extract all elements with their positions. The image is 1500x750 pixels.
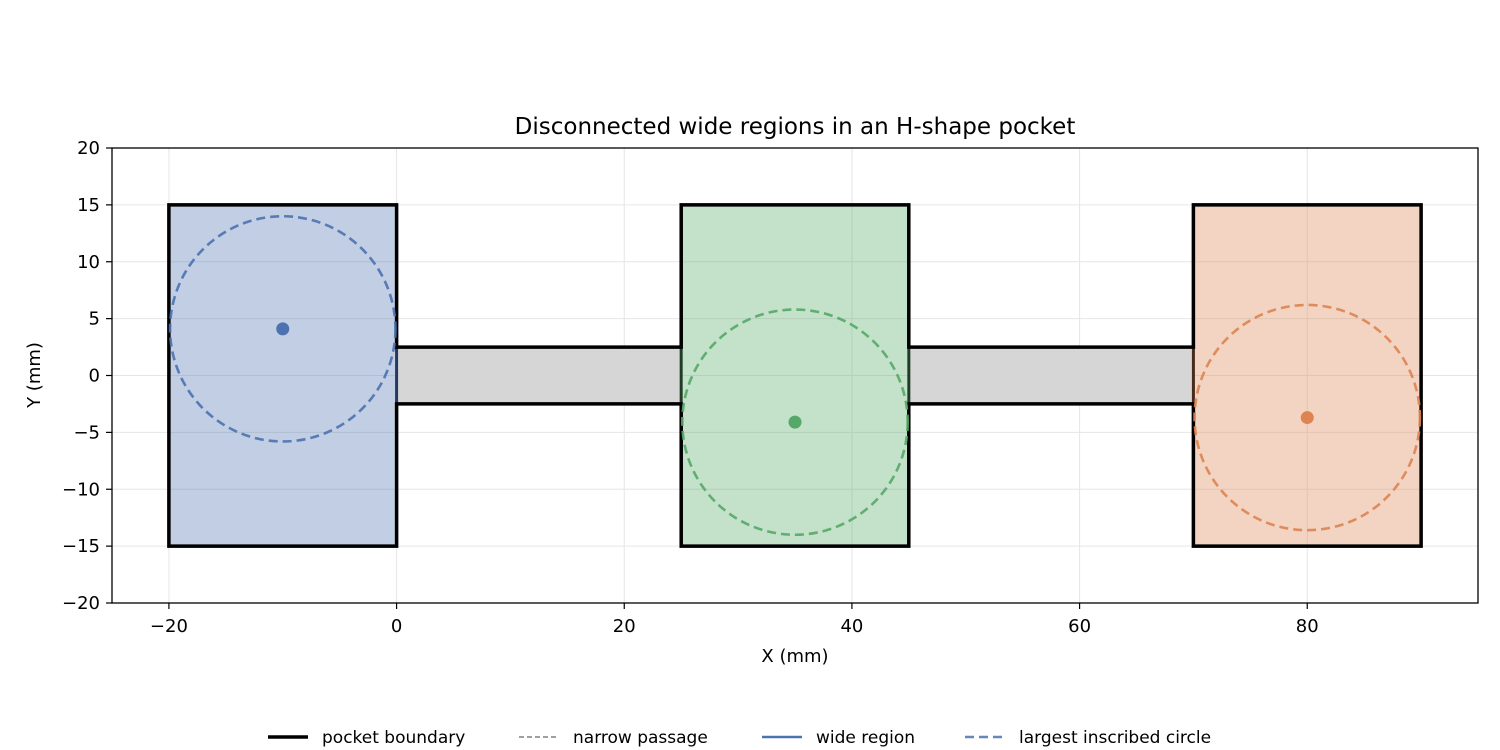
plot-area [111,147,1479,604]
legend-label: narrow passage [573,728,708,748]
wide-regions [167,203,1423,548]
y-tick-label: −20 [62,593,100,614]
x-tick-label: 0 [391,616,402,637]
wide-region [1191,203,1423,548]
x-axis-label: X (mm) [761,646,828,667]
x-tick-label: −20 [150,616,188,637]
legend-label: largest inscribed circle [1019,728,1211,748]
y-tick-label: 5 [89,309,100,330]
chart-title: Disconnected wide regions in an H-shape … [515,114,1076,140]
wide-region [167,203,399,548]
x-tick-label: 20 [613,616,636,637]
y-tick-label: −15 [62,536,100,557]
y-axis-label: Y (mm) [24,342,45,409]
pocket-boundary [167,203,1423,548]
legend-item: wide region [762,728,915,748]
inscribed-circle [681,308,909,537]
inscribed-circle [168,214,397,443]
y-tick-label: 0 [89,366,100,387]
legend-item: pocket boundary [268,728,465,748]
x-ticks: −20 0 20 40 60 80 [150,603,1319,637]
circle-center-point [1300,411,1314,425]
legend-item: narrow passage [519,728,708,748]
legend: pocket boundary narrow passage wide region… [268,728,1211,748]
circle-center-point [788,415,802,429]
y-tick-label: 10 [77,252,100,273]
y-tick-label: 20 [77,138,100,159]
legend-label: pocket boundary [322,728,465,748]
y-ticks: −20 −15 −10 −5 0 5 10 15 20 [62,138,112,614]
narrow-passage [396,347,682,404]
y-tick-label: −10 [62,479,100,500]
inscribed-circle [1193,303,1422,532]
legend-item: largest inscribed circle [965,728,1211,748]
y-tick-label: 15 [77,195,100,216]
circle-center-point [276,322,290,336]
x-tick-label: 60 [1068,616,1091,637]
wide-region [679,203,911,548]
legend-label: wide region [816,728,915,748]
narrow-passage [908,347,1194,404]
inscribed-circles [168,214,1422,537]
y-tick-label: −5 [73,422,100,443]
x-tick-label: 40 [840,616,863,637]
x-tick-label: 80 [1296,616,1319,637]
